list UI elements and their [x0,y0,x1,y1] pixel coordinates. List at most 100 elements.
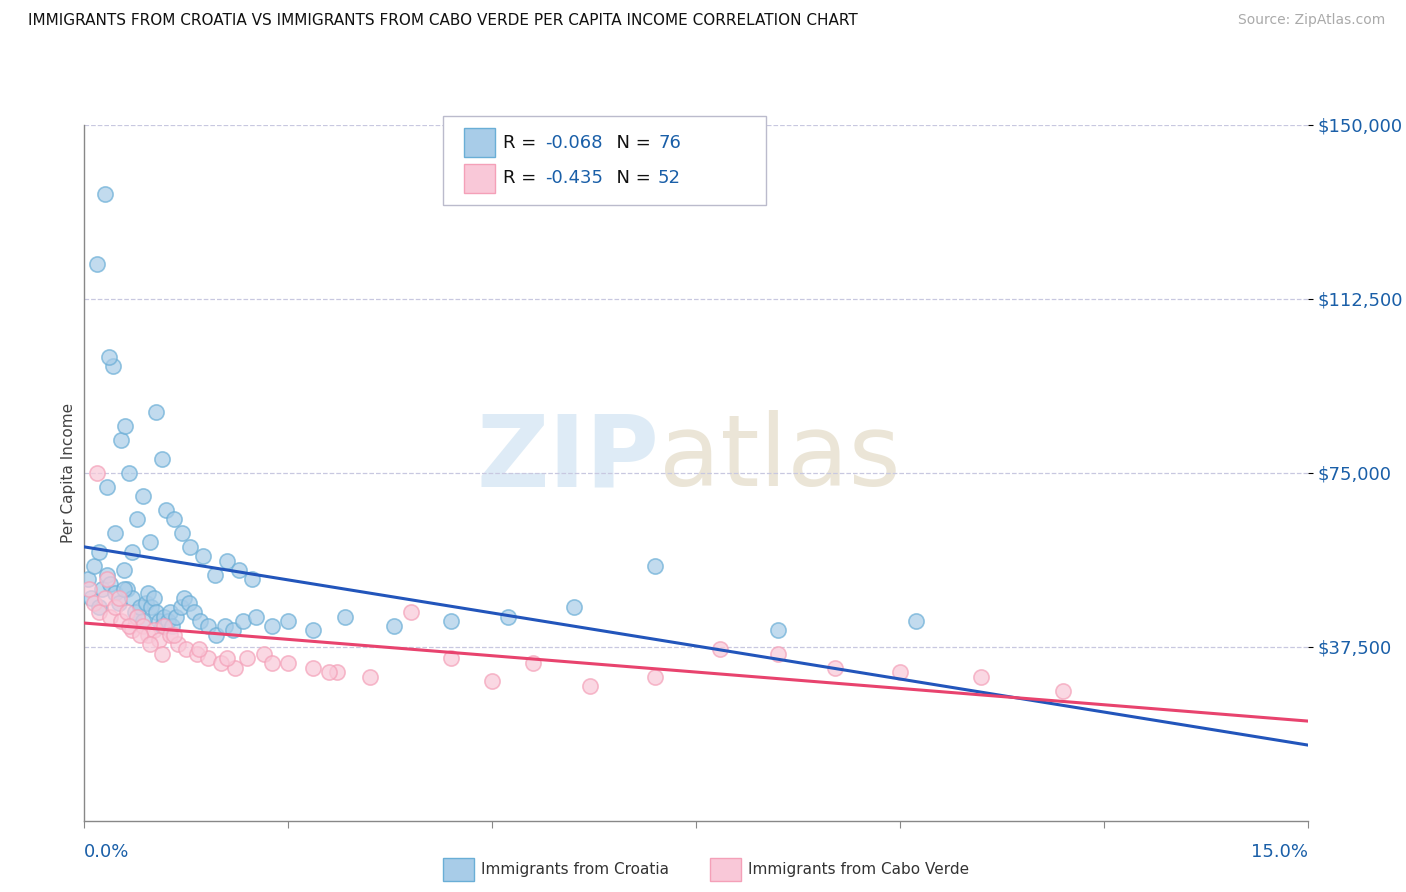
Text: R =: R = [503,134,543,152]
Point [100,609,122,624]
Point [135,596,157,610]
Point [766,647,789,661]
Point [159,628,181,642]
Point [112,563,135,577]
Point [214,619,236,633]
Point [824,660,846,674]
Text: R =: R = [503,169,543,187]
Point [644,670,666,684]
Text: N =: N = [605,169,657,187]
Point [142,591,165,605]
Point [148,614,170,628]
Text: 15.0%: 15.0% [1250,843,1308,861]
Point [498,609,520,624]
Point [766,624,789,638]
Point [253,647,276,661]
Point [83,596,105,610]
Point [232,614,254,628]
Point [163,512,186,526]
Point [172,526,194,541]
Point [145,605,167,619]
Point [173,591,195,605]
Text: 52: 52 [658,169,681,187]
Point [118,619,141,633]
Point [318,665,340,680]
Point [191,549,214,564]
Point [156,614,179,628]
Point [104,586,127,600]
Point [104,526,127,541]
Point [138,535,160,549]
Point [127,512,149,526]
Point [522,656,544,670]
Point [115,582,138,596]
Point [301,660,323,674]
Point [197,619,219,633]
Point [277,614,299,628]
Point [481,674,503,689]
Point [326,665,349,680]
Point [136,586,159,600]
Point [183,605,205,619]
Point [163,628,186,642]
Point [644,558,666,573]
Point [150,619,173,633]
Point [153,619,176,633]
Point [169,600,191,615]
Point [359,670,381,684]
Point [101,359,124,373]
Point [150,647,173,661]
Point [97,350,120,364]
Point [128,600,150,615]
Point [80,591,103,605]
Point [91,582,114,596]
Point [148,632,170,647]
Point [145,405,167,419]
Text: atlas: atlas [659,410,901,508]
Point [579,679,602,693]
Point [165,609,187,624]
Point [96,480,118,494]
Point [83,558,105,573]
Text: Source: ZipAtlas.com: Source: ZipAtlas.com [1237,13,1385,28]
Point [77,573,100,587]
Point [187,642,209,657]
Text: Immigrants from Cabo Verde: Immigrants from Cabo Verde [748,863,969,877]
Point [301,624,323,638]
Point [87,600,110,615]
Point [104,600,127,615]
Point [141,600,163,615]
Point [277,656,299,670]
Point [127,609,149,624]
Point [127,609,149,624]
Point [889,665,911,680]
Point [77,582,100,596]
Point [205,628,228,642]
Point [188,614,211,628]
Point [177,596,200,610]
Text: N =: N = [605,134,657,152]
Point [132,489,155,503]
Point [905,614,928,628]
Point [382,619,405,633]
Point [562,600,585,615]
Point [1052,683,1074,698]
Point [153,609,176,624]
Point [86,466,108,480]
Point [197,651,219,665]
Point [174,642,197,657]
Point [128,628,150,642]
Text: -0.068: -0.068 [546,134,603,152]
Point [204,567,226,582]
Point [121,591,143,605]
Point [87,544,110,558]
Point [132,614,155,628]
Point [709,642,731,657]
Point [159,605,181,619]
Point [121,624,143,638]
Text: ZIP: ZIP [477,410,659,508]
Point [107,591,129,605]
Point [96,573,118,587]
Point [260,619,283,633]
Point [136,628,159,642]
